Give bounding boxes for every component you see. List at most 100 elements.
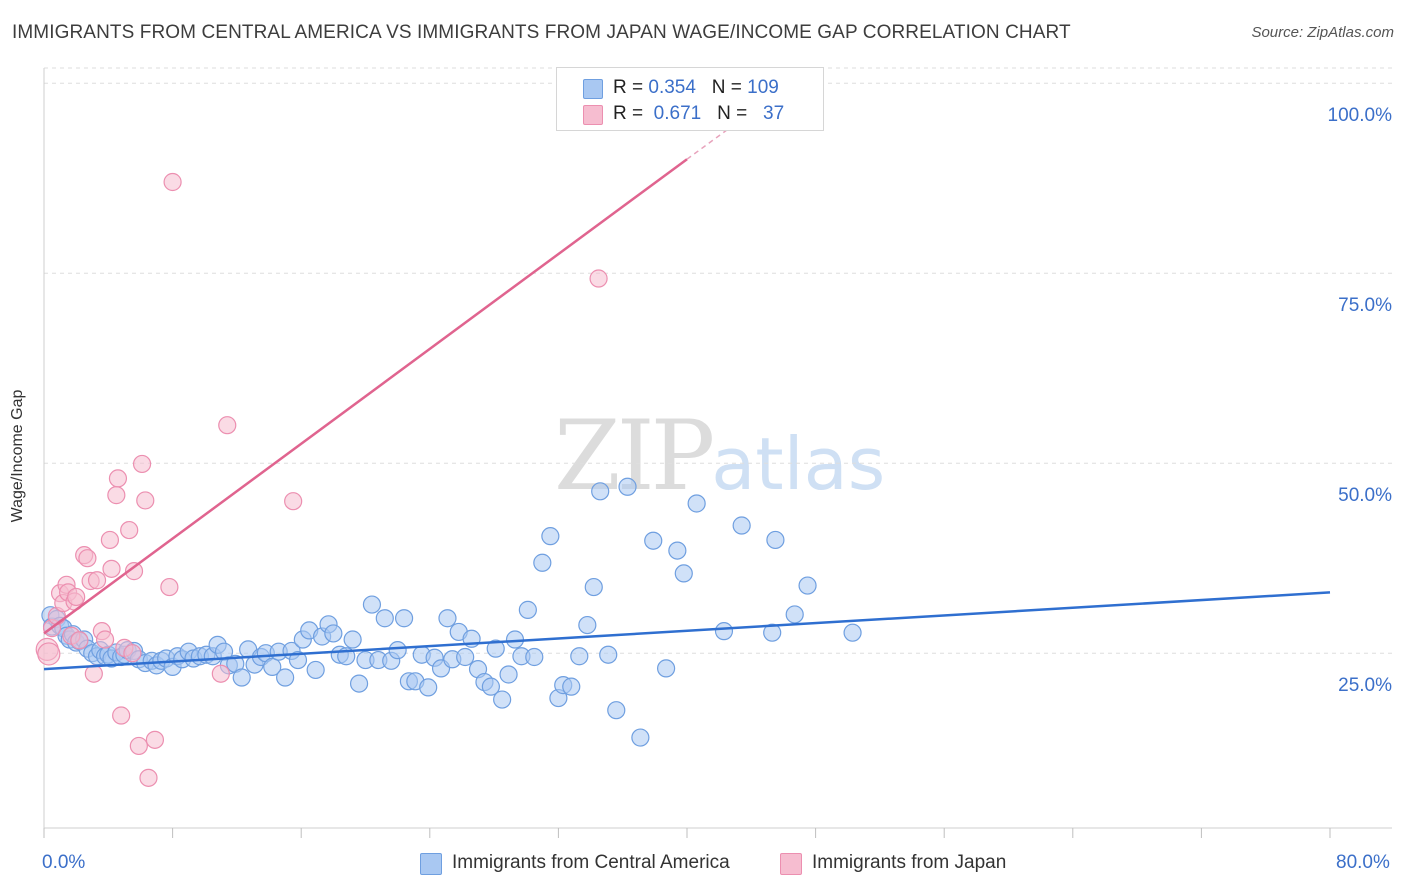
data-point bbox=[499, 665, 518, 684]
data-point bbox=[456, 647, 475, 667]
data-point bbox=[95, 630, 115, 649]
data-point bbox=[589, 269, 608, 288]
n-label: N = bbox=[711, 77, 742, 98]
data-point bbox=[132, 454, 152, 474]
legend-swatch-blue bbox=[420, 853, 442, 875]
data-point bbox=[714, 622, 734, 641]
data-point bbox=[570, 647, 589, 666]
legend-label: Immigrants from Japan bbox=[812, 852, 1007, 873]
data-point bbox=[584, 577, 603, 597]
data-point bbox=[375, 609, 394, 628]
trend-line-central-america bbox=[43, 591, 1331, 671]
r-label: R = bbox=[613, 103, 644, 124]
y-tick-label: 25.0% bbox=[1338, 675, 1392, 697]
y-tick-label: 75.0% bbox=[1338, 295, 1392, 317]
y-tick-label: 100.0% bbox=[1327, 105, 1392, 127]
data-point bbox=[438, 609, 457, 628]
data-point bbox=[343, 630, 362, 649]
data-point bbox=[232, 668, 251, 687]
data-point bbox=[70, 631, 89, 650]
grid-lines bbox=[44, 67, 1392, 654]
data-point bbox=[618, 477, 637, 496]
data-point bbox=[732, 516, 751, 535]
data-point bbox=[562, 677, 581, 696]
data-point bbox=[120, 520, 139, 540]
source-label: Source: ZipAtlas.com bbox=[1251, 24, 1394, 41]
legend-label: Immigrants from Central America bbox=[452, 852, 730, 873]
data-point bbox=[657, 659, 676, 678]
axes bbox=[43, 68, 1392, 838]
x-tick-label-min: 0.0% bbox=[42, 852, 86, 873]
watermark: ZIPatlas bbox=[554, 400, 885, 512]
data-point bbox=[136, 491, 155, 510]
data-point bbox=[78, 549, 97, 568]
data-point bbox=[394, 609, 414, 628]
data-point bbox=[843, 623, 862, 642]
data-point bbox=[687, 494, 706, 513]
data-point bbox=[67, 587, 86, 607]
data-point bbox=[419, 678, 438, 697]
data-point bbox=[108, 469, 128, 488]
legend-swatch-blue bbox=[583, 79, 603, 99]
data-point bbox=[100, 530, 120, 550]
chart-title: IMMIGRANTS FROM CENTRAL AMERICA VS IMMIG… bbox=[12, 22, 1071, 43]
data-point bbox=[324, 624, 343, 643]
data-point bbox=[139, 768, 158, 787]
y-tick-label: 50.0% bbox=[1338, 485, 1392, 507]
data-point bbox=[763, 623, 782, 642]
data-point bbox=[518, 600, 537, 619]
data-point bbox=[481, 677, 500, 696]
r-value: 0.354 bbox=[648, 77, 696, 98]
data-point bbox=[798, 576, 817, 595]
stats-legend: R = 0.354 N = 109 R = 0.671 N = 37 bbox=[556, 67, 824, 131]
trend-lines bbox=[43, 111, 1331, 671]
data-point bbox=[578, 615, 597, 635]
series-japan bbox=[35, 172, 608, 787]
legend-swatch-pink bbox=[780, 853, 802, 875]
data-point bbox=[533, 553, 552, 572]
data-point bbox=[145, 730, 165, 749]
data-point bbox=[349, 674, 369, 693]
data-point bbox=[288, 650, 308, 670]
data-point bbox=[276, 668, 295, 687]
n-value: 109 bbox=[747, 77, 779, 98]
data-point bbox=[591, 482, 610, 501]
data-point bbox=[263, 657, 282, 676]
data-point bbox=[284, 492, 303, 511]
series-central-america bbox=[41, 477, 862, 747]
data-point bbox=[112, 706, 131, 725]
data-point bbox=[160, 577, 179, 597]
data-point bbox=[766, 530, 785, 550]
trend-line-japan bbox=[43, 158, 688, 635]
data-point bbox=[362, 595, 382, 614]
data-point bbox=[541, 527, 560, 546]
data-point bbox=[107, 486, 126, 505]
r-value: 0.671 bbox=[653, 103, 702, 124]
data-point bbox=[493, 690, 512, 709]
data-point bbox=[674, 564, 693, 583]
data-point bbox=[123, 644, 142, 663]
data-point bbox=[631, 728, 650, 747]
data-point bbox=[525, 647, 544, 667]
data-point bbox=[785, 605, 804, 624]
n-label: N = bbox=[717, 103, 748, 124]
r-label: R = bbox=[613, 77, 644, 98]
data-point bbox=[486, 639, 505, 658]
data-point bbox=[211, 664, 230, 683]
data-point bbox=[124, 562, 144, 581]
data-point bbox=[599, 645, 618, 664]
data-point bbox=[668, 541, 687, 560]
n-value: 37 bbox=[763, 103, 785, 124]
data-point bbox=[644, 531, 663, 550]
x-tick-label-max: 80.0% bbox=[1336, 852, 1390, 873]
data-point bbox=[306, 660, 325, 680]
data-point bbox=[388, 641, 407, 660]
data-point bbox=[37, 642, 61, 666]
data-point bbox=[102, 559, 121, 578]
data-point bbox=[163, 172, 182, 192]
data-point bbox=[607, 701, 626, 720]
legend-swatch-pink bbox=[583, 105, 603, 125]
watermark-atlas: atlas bbox=[711, 422, 886, 506]
data-point bbox=[87, 571, 107, 590]
